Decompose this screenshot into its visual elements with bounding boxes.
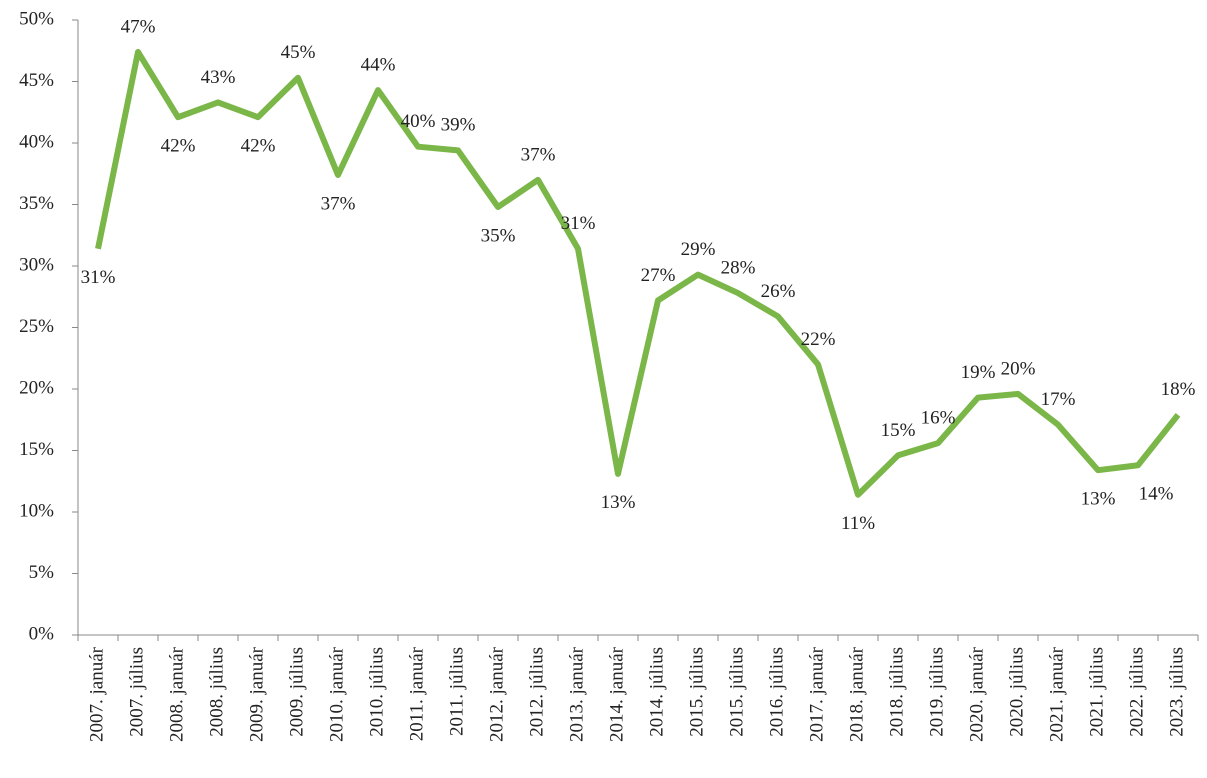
y-tick-label: 20% (19, 377, 54, 398)
data-line (95, 48, 1181, 498)
x-tick-label: 2018. július (886, 647, 907, 737)
x-tick-label: 2020. július (1006, 647, 1027, 737)
x-tick-label: 2013. január (566, 646, 587, 742)
data-label: 40% (401, 111, 436, 132)
x-tick-label: 2015. július (726, 647, 747, 737)
x-tick-label: 2009. július (286, 647, 307, 737)
x-tick-label: 2010. január (326, 646, 347, 742)
x-tick-label: 2009. január (246, 646, 267, 742)
x-tick-label: 2015. július (686, 647, 707, 737)
data-label: 13% (601, 492, 636, 513)
x-tick-label: 2011. július (446, 647, 467, 736)
x-tick-label: 2010. július (366, 647, 387, 737)
x-tick-label: 2012. január (486, 646, 507, 742)
y-tick-label: 25% (19, 316, 54, 337)
data-label: 28% (721, 257, 756, 278)
data-label: 18% (1161, 379, 1196, 400)
y-tick-label: 5% (29, 562, 55, 583)
y-tick-label: 0% (29, 623, 55, 644)
x-tick-label: 2018. január (846, 646, 867, 742)
x-tick-label: 2011. január (406, 646, 427, 741)
data-label: 37% (321, 193, 356, 214)
x-tick-label: 2019. július (926, 647, 947, 737)
data-label: 43% (201, 67, 236, 88)
x-tick-label: 2017. január (806, 646, 827, 742)
y-tick-label: 35% (19, 193, 54, 214)
y-tick-label: 15% (19, 439, 54, 460)
x-tick-label: 2012. július (526, 647, 547, 737)
x-tick-label: 2014. január (606, 646, 627, 742)
data-label: 42% (241, 136, 276, 157)
x-tick-label: 2022. július (1126, 647, 1147, 737)
data-label: 37% (521, 144, 556, 165)
y-tick-label: 10% (19, 500, 54, 521)
data-label: 16% (921, 407, 956, 428)
data-label: 35% (481, 225, 516, 246)
data-label: 44% (361, 54, 396, 75)
x-tick-label: 2021. január (1046, 646, 1067, 742)
data-label: 42% (161, 136, 196, 157)
x-tick-label: 2016. július (766, 647, 787, 737)
x-tick-label: 2020. január (966, 646, 987, 742)
data-label: 13% (1081, 489, 1116, 510)
x-tick-label: 2008. július (206, 647, 227, 737)
data-label: 17% (1041, 389, 1076, 410)
y-tick-label: 50% (19, 8, 54, 29)
x-tick-label: 2021. július (1086, 647, 1107, 737)
data-label: 31% (561, 213, 596, 234)
x-tick-label: 2023. július (1166, 647, 1187, 737)
data-label: 47% (121, 16, 156, 37)
x-tick-label: 2007. július (126, 647, 147, 737)
data-label: 45% (281, 42, 316, 63)
data-label: 29% (681, 239, 716, 260)
data-label: 39% (441, 115, 476, 136)
data-label: 22% (801, 329, 836, 350)
x-tick-label: 2007. január (86, 646, 107, 742)
y-tick-label: 30% (19, 254, 54, 275)
data-label: 11% (841, 513, 875, 534)
y-tick-label: 40% (19, 131, 54, 152)
data-label: 15% (881, 420, 916, 441)
data-label: 20% (1001, 358, 1036, 379)
y-tick-label: 45% (19, 70, 54, 91)
x-tick-label: 2014. július (646, 647, 667, 737)
x-tick-label: 2008. január (166, 646, 187, 742)
data-label: 27% (641, 265, 676, 286)
data-label: 19% (961, 362, 996, 383)
data-label: 31% (81, 267, 116, 288)
data-label: 26% (761, 281, 796, 302)
data-label: 14% (1139, 484, 1174, 505)
